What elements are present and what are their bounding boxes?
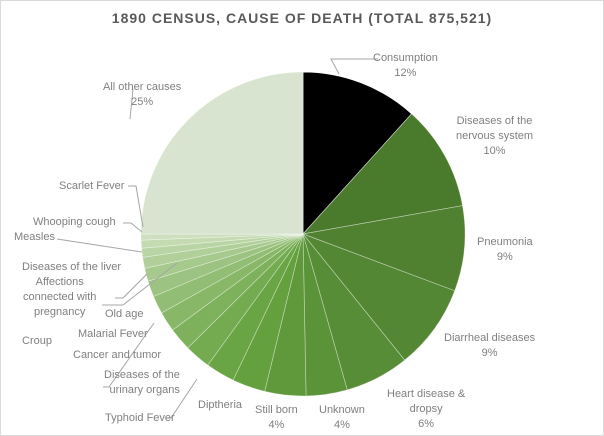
leader-pregnancy [115,273,148,299]
label-text: Whooping cough [33,216,116,228]
label-text: Consumption [373,52,438,64]
leader-measles [56,238,143,253]
label-diarrheal: Diarrheal diseases 9% [444,331,535,361]
label-scarlet: Scarlet Fever [59,179,124,194]
leader-croup [102,262,178,306]
label-text: Pneumonia [477,236,533,248]
label-pneumonia: Pneumonia 9% [477,235,533,265]
label-pct: 6% [418,418,435,430]
chart-title: 1890 CENSUS, CAUSE OF DEATH (TOTAL 875,5… [111,10,493,26]
label-text: Old age [105,308,144,320]
leader-consumption [330,58,378,75]
pie-slice-old-age [153,233,304,314]
label-text: dropsy [409,403,443,415]
pie-slice-diseases-of-the-liver [142,233,304,269]
label-pct: 4% [333,419,350,431]
label-text: Affections [35,276,84,288]
label-liver: Diseases of the liver [22,260,121,275]
pie-slice-diarrheal-diseases [301,233,456,361]
pie-slice-heart-disease-dropsy [302,233,406,391]
label-text: Diseases of the [104,369,180,381]
leader-scarlet [128,185,144,228]
pie-slice-diseases-of-the-urinary-organs [187,233,304,366]
label-text: Unknown [319,404,365,416]
label-whooping: Whooping cough [33,215,116,230]
label-text: Croup [22,335,52,347]
label-text: Malarial Fever [78,328,148,340]
label-measles: Measles [14,230,55,245]
pie-slice-cancer-and-tumor [172,233,304,349]
pie-slice-pneumonia [301,205,466,292]
label-text: Measles [14,231,55,243]
pie-slice-consumption [302,71,413,235]
label-text: Heart disease & [387,388,466,400]
label-text: connected with [23,291,97,303]
label-text: urinary organs [109,384,180,396]
pie-slice-whooping-cough [140,233,304,249]
label-text: Diptheria [198,399,243,411]
label-croup: Croup [22,334,52,349]
label-text: All other causes [103,81,182,93]
label-pct: 25% [131,96,154,108]
pie-slices [140,71,466,397]
label-malarial: Malarial Fever [78,327,148,342]
label-consumption: Consumption 12% [373,51,438,81]
label-heart: Heart disease & dropsy 6% [387,387,465,432]
leader-all-other [129,88,134,120]
label-oldage: Old age [105,307,144,322]
label-unknown: Unknown 4% [319,403,365,433]
label-text: nervous system [456,130,534,142]
pie-slice-unknown [302,233,348,397]
label-cancer: Cancer and tumor [73,348,161,363]
pie-slice-diseases-of-the-nervous-system [302,113,463,235]
label-nervous: Diseases of the nervous system 10% [456,114,533,159]
label-text: Typhoid Fever [105,412,175,424]
pie-slice-malarial-fever [161,233,304,331]
pie-slice-still-born [264,233,307,397]
label-text: Cancer and tumor [73,349,162,361]
label-stillborn: Still born 4% [255,403,298,433]
label-text: Diarrheal diseases [444,332,536,344]
pie-slice-typhoid-fever [207,233,304,381]
label-typhoid: Typhoid Fever [105,411,175,426]
label-text: Diseases of the liver [22,261,122,273]
leader-typhoid [103,322,155,388]
label-pct: 10% [483,145,506,157]
pie-slice-all-other-causes [140,71,304,235]
label-text: Scarlet Fever [59,180,125,192]
label-other: All other causes 25% [103,80,181,110]
label-diptheria: Diptheria [198,398,242,413]
label-text: pregnancy [34,306,86,318]
label-pct: 9% [481,347,498,359]
pie-slice-croup [147,233,304,297]
leader-typhoid-bottom [165,378,198,419]
leader-whooping [123,222,143,233]
label-pregnancy: Affections connected with pregnancy [23,275,96,320]
label-urinary: Diseases of the urinary organs [104,368,180,398]
pie-slice-scarlet-fever [140,233,304,241]
label-pct: 12% [394,67,417,79]
pie-slice-measles [141,233,304,258]
label-text: Still born [255,404,298,416]
label-pct: 9% [496,251,513,263]
pie-slice-diptheria [232,233,304,392]
label-text: Diseases of the [456,115,533,127]
label-pct: 4% [268,419,285,431]
leader-lines [56,58,378,419]
